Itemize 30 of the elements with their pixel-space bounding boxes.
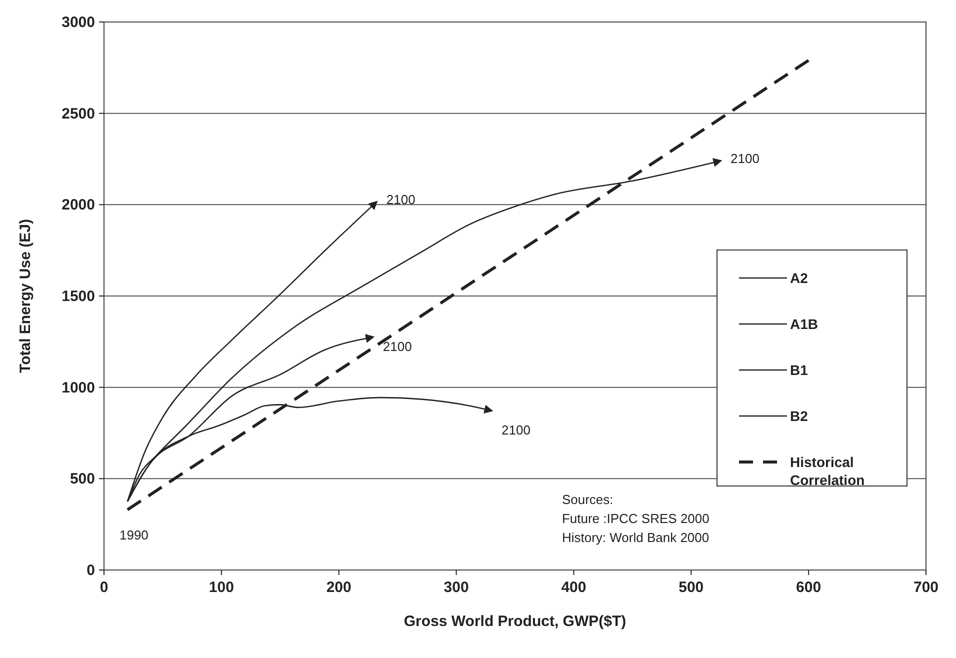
x-tick-label: 600 [796,579,822,596]
y-tick-label: 500 [70,470,95,488]
annotation: History: World Bank 2000 [562,530,710,545]
annotation: 2100 [730,150,760,166]
y-tick-label: 3000 [62,14,95,31]
x-tick-label: 200 [326,579,352,596]
y-tick-label: 0 [86,562,95,579]
legend-label: B1 [790,362,808,378]
legend-label: Historical Correlation [790,454,865,488]
x-tick-label: 400 [561,579,586,596]
x-axis-title: Gross World Product, GWP($T) [404,613,626,630]
y-tick-label: 1500 [62,288,95,305]
annotation: 1990 [119,528,148,543]
annotation: 2100 [382,339,412,354]
x-tick-label: 700 [913,579,939,596]
x-tick-label: 0 [100,579,108,596]
annotation: Future :IPCC SRES 2000 [562,511,710,526]
annotation: 2100 [502,422,530,438]
x-tick-label: 500 [678,579,704,596]
legend-label: A2 [790,270,808,286]
y-tick-label: 1000 [62,379,95,396]
annotation: 2100 [386,192,416,207]
legend-label: A1B [790,316,818,332]
annotation: Sources: [562,492,614,507]
legend-label: B2 [790,408,808,424]
y-tick-label: 2500 [62,105,95,122]
y-tick-label: 2000 [62,196,95,214]
x-tick-label: 300 [444,579,469,596]
x-tick-label: 100 [208,579,234,596]
y-axis-title: Total Energy Use (EJ) [17,219,34,373]
